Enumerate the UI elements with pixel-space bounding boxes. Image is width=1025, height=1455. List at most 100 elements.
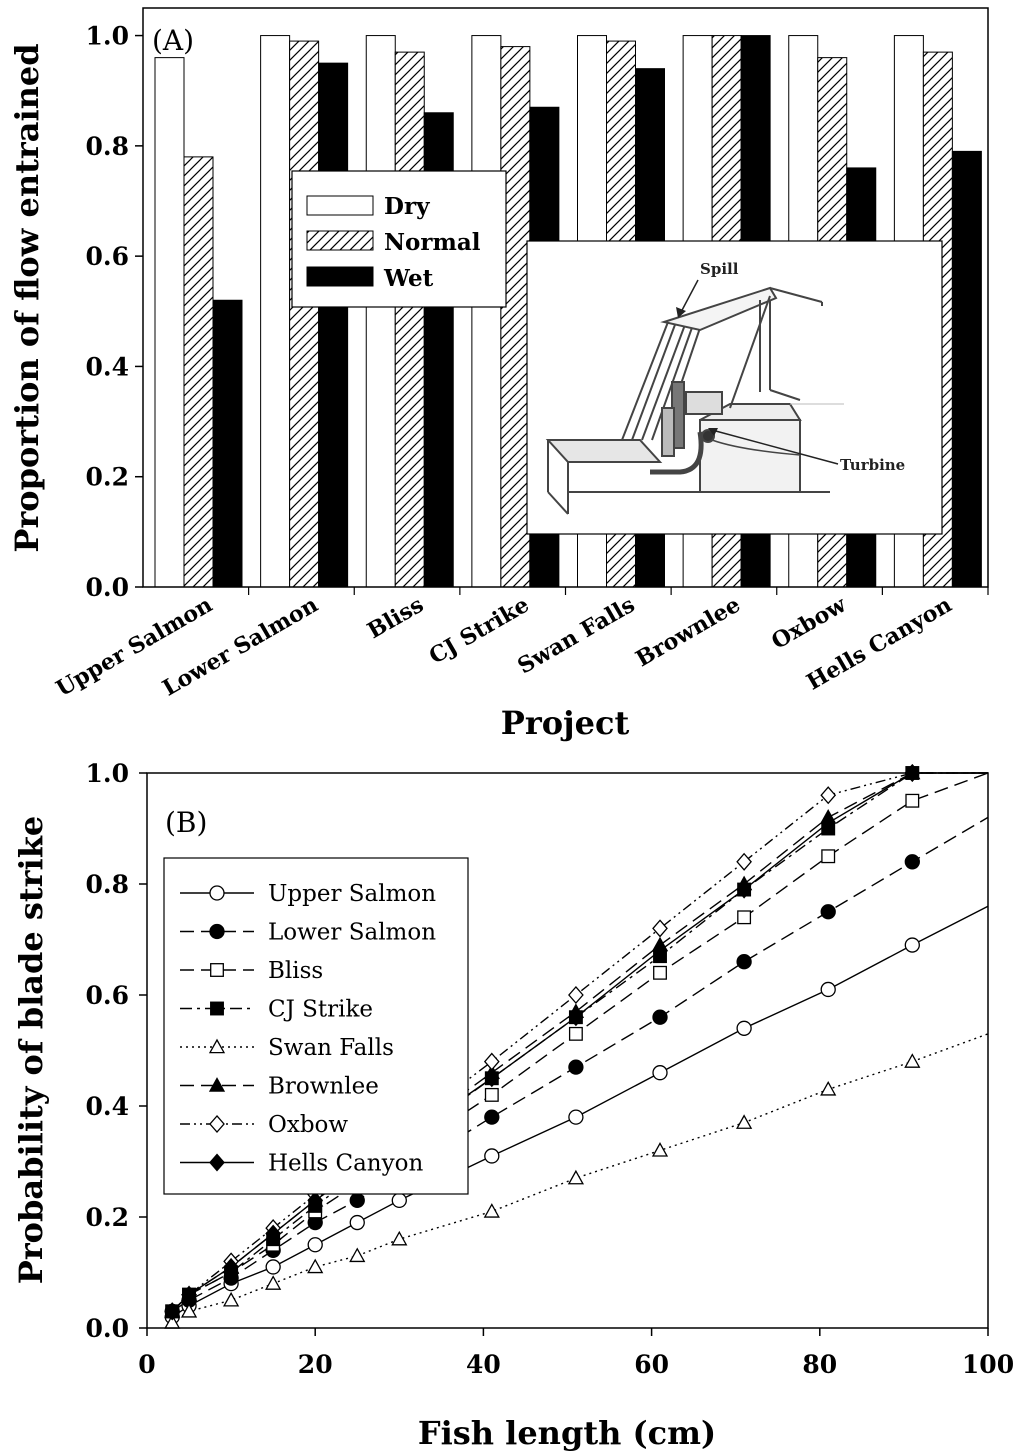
point-bliss — [653, 965, 667, 980]
x-category-label: Bliss — [363, 592, 428, 645]
legend-swatch-normal — [306, 230, 374, 251]
legend-swatch-dry — [306, 195, 374, 216]
y-tick-label: 0.6 — [86, 981, 130, 1010]
point-upper-salmon — [904, 937, 920, 953]
legend-marker-upper-salmon — [209, 885, 225, 901]
inset-spill-label: Spill — [700, 260, 739, 278]
legend-marker-bliss — [210, 963, 224, 977]
point-hells-canyon — [223, 1257, 239, 1276]
legend-label-hells-canyon: Hells Canyon — [268, 1151, 423, 1177]
bar-lower-salmon-normal — [289, 40, 320, 588]
legend-marker-brownlee — [208, 1077, 226, 1092]
line-cj-strike — [171, 772, 988, 1312]
point-hells-canyon — [820, 813, 837, 832]
panel-a-legend: Dry Normal Wet — [291, 170, 507, 308]
point-oxbow — [736, 852, 752, 871]
point-upper-salmon — [736, 1020, 752, 1036]
y-tick-label: 0.4 — [86, 352, 130, 381]
legend-label-brownlee: Brownlee — [268, 1074, 379, 1100]
y-tick-label: 0.0 — [86, 1314, 130, 1343]
point-lower-salmon — [568, 1059, 584, 1075]
point-swan-falls — [222, 1291, 240, 1307]
inset-turbine-label: Turbine — [840, 456, 905, 474]
legend-marker-swan-falls — [208, 1038, 226, 1054]
bar-hells-canyon-wet — [951, 150, 982, 588]
x-category-label: Swan Falls — [513, 592, 639, 680]
x-tick-label: 100 — [962, 1350, 1014, 1379]
legend-label-bliss: Bliss — [268, 958, 323, 984]
legend-marker-lower-salmon — [209, 923, 225, 940]
legend-label-swan-falls: Swan Falls — [268, 1035, 394, 1061]
point-upper-salmon — [484, 1148, 500, 1164]
point-lower-salmon — [484, 1109, 500, 1125]
legend-label-wet: Wet — [383, 265, 434, 292]
point-hells-canyon — [265, 1224, 282, 1243]
panel-b-x-ticks: 0 20 40 60 80 100 — [138, 1328, 1014, 1379]
point-hells-canyon — [181, 1285, 197, 1304]
y-tick-label: 0.4 — [86, 1092, 130, 1121]
bar-lower-salmon-dry — [260, 35, 291, 588]
legend-label-lower-salmon: Lower Salmon — [268, 920, 436, 946]
point-hells-canyon — [568, 1008, 584, 1027]
panel-b-y-axis-title: Probability of blade strike — [12, 816, 50, 1284]
point-lower-salmon — [652, 1009, 668, 1025]
x-tick-label: 40 — [466, 1350, 501, 1379]
bar-bliss-dry — [365, 35, 396, 588]
panel-a-y-axis-title: Proportion of flow entrained — [8, 43, 46, 552]
legend-marker-hells-canyon — [209, 1153, 225, 1172]
y-tick-label: 0.8 — [86, 870, 130, 899]
point-swan-falls — [307, 1258, 324, 1274]
panel-b-plot-frame — [146, 772, 989, 1329]
point-swan-falls — [904, 1053, 921, 1068]
legend-label-dry: Dry — [384, 193, 430, 220]
point-oxbow — [820, 786, 837, 805]
y-tick-label: 0.2 — [86, 1203, 130, 1232]
panel-b: 0.0 0.2 0.4 0.6 0.8 1.0 0 20 40 60 80 100 (B) Prob… — [12, 759, 1014, 1452]
x-tick-label: 20 — [298, 1350, 333, 1379]
legend-label-oxbow: Oxbow — [268, 1112, 348, 1138]
x-category-label: Oxbow — [767, 591, 851, 655]
panel-b-label: (B) — [165, 806, 207, 839]
point-bliss — [737, 910, 752, 925]
y-tick-label: 0.8 — [86, 132, 130, 161]
legend-marker-cj-strike — [210, 1001, 224, 1016]
point-upper-salmon — [307, 1237, 323, 1253]
point-bliss — [821, 849, 836, 864]
panel-a-label: (A) — [152, 24, 194, 57]
legend-label-normal: Normal — [384, 229, 481, 256]
point-bliss — [905, 793, 920, 808]
legend-label-cj-strike: CJ Strike — [268, 997, 373, 1023]
point-swan-falls — [651, 1142, 669, 1157]
point-swan-falls — [483, 1203, 500, 1218]
y-tick-label: 0.0 — [86, 573, 130, 602]
point-swan-falls — [391, 1230, 408, 1246]
point-swan-falls — [567, 1169, 585, 1185]
legend-swatch-wet — [306, 266, 374, 287]
bar-upper-salmon-dry — [154, 57, 185, 588]
point-swan-falls — [736, 1114, 753, 1129]
bar-lower-salmon-wet — [318, 62, 349, 588]
panel-b-y-ticks: 0.0 0.2 0.4 0.6 0.8 1.0 — [86, 759, 147, 1343]
point-swan-falls — [349, 1247, 366, 1263]
dam-inset-diagram: Spill Turbine — [526, 240, 943, 535]
y-tick-label: 1.0 — [86, 22, 130, 51]
x-tick-label: 60 — [634, 1350, 669, 1379]
point-hells-canyon — [483, 1069, 500, 1088]
legend-marker-oxbow — [209, 1114, 225, 1134]
point-swan-falls — [180, 1303, 198, 1318]
point-upper-salmon — [349, 1214, 365, 1231]
bar-bliss-normal — [394, 51, 425, 588]
x-tick-label: 0 — [138, 1350, 155, 1379]
point-lower-salmon — [820, 904, 836, 920]
point-oxbow — [652, 919, 668, 938]
panel-b-markers — [164, 763, 921, 1329]
y-tick-label: 0.6 — [86, 242, 130, 271]
point-hells-canyon — [164, 1302, 181, 1321]
legend-label-upper-salmon: Upper Salmon — [268, 881, 436, 907]
x-tick-label: 80 — [802, 1350, 837, 1379]
point-oxbow — [483, 1052, 500, 1071]
panel-b-legend: Upper Salmon Lower Salmon Bliss CJ Strike Sw… — [163, 857, 469, 1195]
